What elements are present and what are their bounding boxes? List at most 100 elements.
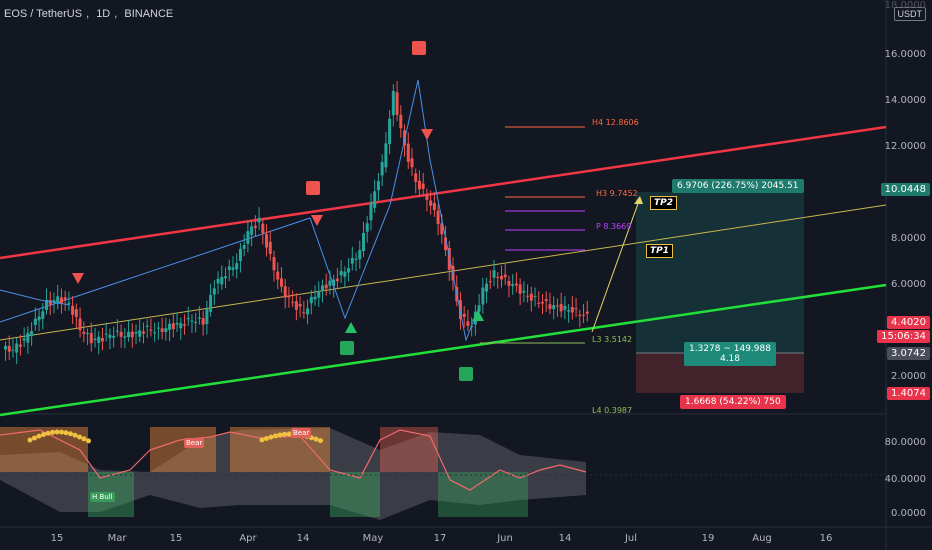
target-label[interactable]: 6.9706 (226.75%) 2045.51	[672, 179, 804, 193]
osc-dot	[269, 435, 274, 440]
buy-square-marker	[340, 341, 354, 355]
price-tick: 16.0000	[885, 49, 926, 60]
candle-body	[388, 119, 391, 144]
osc-dot	[28, 438, 33, 443]
risk-reward-label[interactable]: 1.3278 ~ 149.988 4.18	[684, 342, 776, 366]
candle-body	[496, 277, 499, 278]
candle-body	[187, 318, 190, 319]
candle-body	[224, 276, 227, 278]
candle-body	[314, 297, 317, 300]
candle-body	[261, 224, 264, 233]
candle-body	[168, 324, 171, 330]
candle-body	[481, 287, 484, 304]
osc-dot	[273, 433, 278, 438]
bear-zone	[380, 427, 438, 472]
last-price-tag: 4.4020	[887, 316, 930, 329]
candle-body	[149, 330, 152, 331]
candle-body	[295, 301, 298, 309]
pivot-p-label: P 8.3669	[596, 222, 631, 231]
osc-dot	[50, 430, 55, 435]
candle-body	[60, 298, 63, 304]
candle-body	[213, 288, 216, 294]
osc-dot	[86, 438, 91, 443]
candle-body	[243, 245, 246, 249]
candle-body	[545, 299, 548, 301]
candle-body	[358, 250, 361, 259]
tp2-label: TP2	[650, 196, 677, 210]
candle-body	[41, 311, 44, 319]
candle-body	[325, 285, 328, 289]
zigzag-left	[0, 290, 70, 305]
candle-body	[179, 323, 182, 328]
osc-dot	[46, 431, 51, 436]
candle-body	[280, 278, 283, 286]
pivot-l4-label: L4 0.3987	[592, 406, 632, 415]
candle-body	[273, 257, 276, 270]
bear-signal-label: Bear	[291, 428, 311, 438]
time-label: Jun	[497, 533, 513, 544]
time-label: 15	[170, 533, 183, 544]
candle-body	[429, 200, 432, 205]
candle-body	[120, 332, 123, 337]
candle-body	[176, 323, 179, 324]
candle-body	[235, 263, 238, 269]
candle-body	[276, 272, 279, 280]
stop-price-tag: 1.4074	[887, 387, 930, 400]
time-label: 14	[559, 533, 572, 544]
candle-body	[228, 266, 231, 270]
candle-body	[355, 259, 358, 260]
candle-body	[246, 231, 249, 244]
osc-tick: 40.0000	[885, 474, 926, 485]
interval-label: 1D	[96, 8, 110, 20]
candle-body	[135, 332, 138, 333]
candle-body	[437, 211, 440, 224]
candle-body	[463, 314, 466, 317]
candle-body	[231, 267, 234, 269]
candle-body	[142, 332, 145, 334]
time-label: 15	[51, 533, 64, 544]
candle-body	[567, 310, 570, 311]
time-label: 14	[297, 533, 310, 544]
candle-body	[560, 304, 563, 311]
zigzag-line	[310, 80, 478, 340]
bear-zone	[150, 427, 216, 472]
osc-dot	[278, 432, 283, 437]
candle-body	[336, 279, 339, 281]
candle-body	[563, 306, 566, 310]
candle-body	[38, 317, 41, 321]
bull-signal-label: H Bull	[90, 492, 115, 502]
candle-body	[582, 315, 585, 316]
time-label: Aug	[752, 533, 772, 544]
sell-triangle-marker	[311, 215, 323, 226]
candle-body	[108, 335, 111, 338]
buy-square-marker	[459, 367, 473, 381]
candle-body	[399, 115, 402, 128]
candle-body	[220, 277, 223, 284]
candle-body	[548, 304, 551, 309]
candle-body	[414, 173, 417, 181]
osc-dot	[260, 438, 265, 443]
osc-dot	[73, 433, 78, 438]
candle-body	[433, 203, 436, 210]
candle-body	[8, 346, 11, 352]
candle-body	[493, 270, 496, 277]
candle-body	[64, 297, 67, 299]
bear-signal-label: Bear	[184, 438, 204, 448]
candle-body	[287, 296, 290, 298]
candle-body	[310, 297, 313, 303]
candle-body	[164, 328, 167, 332]
candle-body	[116, 331, 119, 332]
bull-zone	[438, 472, 528, 517]
candle-body	[418, 181, 421, 189]
candle-body	[369, 202, 372, 220]
osc-dot	[282, 432, 287, 437]
candle-body	[537, 303, 540, 304]
candle-body	[519, 284, 522, 293]
candle-body	[425, 194, 428, 200]
stop-label[interactable]: 1.6668 (54.22%) 750	[680, 395, 786, 409]
candle-body	[291, 302, 294, 303]
candle-body	[392, 91, 395, 115]
candle-body	[530, 294, 533, 301]
candle-body	[146, 326, 149, 327]
